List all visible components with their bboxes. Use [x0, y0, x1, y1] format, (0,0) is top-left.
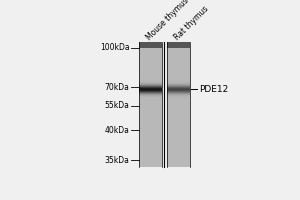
Text: 35kDa: 35kDa: [104, 156, 129, 165]
Text: Rat thymus: Rat thymus: [173, 4, 211, 42]
Text: 100kDa: 100kDa: [100, 43, 129, 52]
Text: 70kDa: 70kDa: [104, 83, 129, 92]
Text: Mouse thymus: Mouse thymus: [145, 0, 191, 42]
Bar: [167, 42, 190, 48]
Bar: [139, 42, 162, 167]
Text: 40kDa: 40kDa: [104, 126, 129, 135]
Bar: [167, 42, 190, 167]
Text: 55kDa: 55kDa: [104, 101, 129, 110]
Text: PDE12: PDE12: [199, 85, 228, 94]
Bar: [139, 42, 162, 48]
